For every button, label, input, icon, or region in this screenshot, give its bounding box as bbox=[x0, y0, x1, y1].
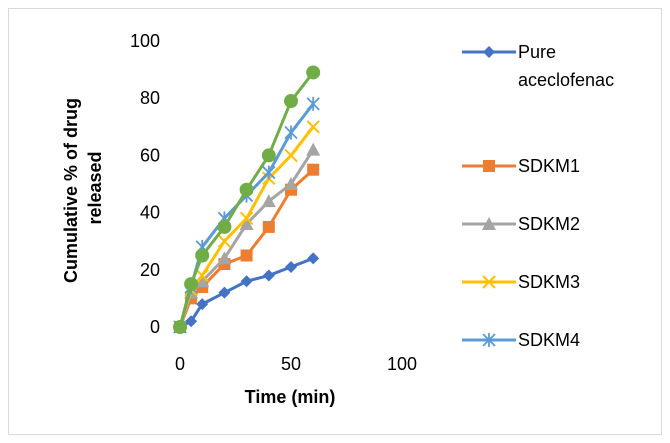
data-point bbox=[306, 142, 321, 156]
data-point bbox=[239, 182, 254, 197]
x-tick-label: 0 bbox=[175, 354, 185, 374]
x-tick-label: 100 bbox=[387, 354, 417, 374]
data-point bbox=[217, 234, 232, 248]
y-tick-labels: 0 20 40 60 80 100 bbox=[130, 31, 160, 337]
y-axis-title-line-2: released bbox=[85, 151, 105, 224]
data-point bbox=[261, 148, 276, 163]
data-point bbox=[195, 274, 210, 288]
series-sdkm2 bbox=[173, 142, 321, 333]
data-point bbox=[307, 252, 320, 265]
y-tick-label: 60 bbox=[140, 145, 160, 165]
data-point bbox=[482, 333, 496, 347]
data-point bbox=[285, 260, 297, 273]
legend-label-line: SDKM1 bbox=[518, 156, 580, 176]
data-point bbox=[483, 46, 495, 58]
x-tick-label: 50 bbox=[281, 354, 301, 374]
data-point bbox=[184, 277, 199, 292]
data-point bbox=[284, 148, 298, 163]
data-point bbox=[218, 286, 231, 299]
legend-label: Pure aceclofenac bbox=[518, 42, 614, 90]
legend-entry: SDKM3 bbox=[462, 272, 580, 292]
series-unnamed-5 bbox=[173, 65, 321, 334]
y-tick-label: 40 bbox=[140, 203, 160, 223]
legend-label: SDKM3 bbox=[518, 272, 580, 292]
legend: Pure aceclofenac SDKM1 SDKM2 SDKM3 SDKM4 bbox=[462, 42, 614, 350]
data-point bbox=[262, 220, 275, 233]
x-tick-labels: 0 50 100 bbox=[175, 354, 417, 374]
chart-frame bbox=[8, 8, 662, 435]
legend-entry: SDKM2 bbox=[462, 214, 580, 234]
y-tick-label: 20 bbox=[140, 260, 160, 280]
data-point bbox=[284, 94, 298, 109]
series-layer bbox=[173, 65, 321, 334]
legend-label: SDKM1 bbox=[518, 156, 580, 176]
data-point bbox=[185, 315, 198, 328]
data-point bbox=[196, 298, 209, 311]
data-point bbox=[217, 219, 232, 234]
data-point bbox=[240, 249, 253, 262]
legend-label-line: SDKM3 bbox=[518, 272, 580, 292]
data-point bbox=[195, 268, 209, 283]
y-tick-label: 100 bbox=[130, 31, 160, 51]
y-tick-label: 0 bbox=[150, 317, 160, 337]
data-point bbox=[217, 251, 232, 265]
data-point bbox=[482, 275, 496, 289]
data-point bbox=[284, 177, 298, 190]
series-pure-aceclofenac bbox=[174, 252, 320, 333]
x-axis-title: Time (min) bbox=[245, 387, 336, 407]
legend-label-line: aceclofenac bbox=[518, 70, 614, 90]
data-point bbox=[240, 275, 253, 288]
data-point bbox=[307, 163, 320, 176]
legend-entry: SDKM4 bbox=[462, 330, 580, 350]
data-point bbox=[306, 96, 320, 111]
data-point bbox=[195, 248, 210, 263]
legend-label-line: SDKM4 bbox=[518, 330, 580, 350]
data-point bbox=[284, 125, 298, 140]
data-point bbox=[482, 217, 496, 230]
data-point bbox=[239, 217, 254, 231]
y-tick-label: 80 bbox=[140, 88, 160, 108]
y-axis-title-line-1: Cumulative % of drug bbox=[61, 98, 81, 283]
data-point bbox=[239, 211, 254, 226]
legend-label-line: Pure bbox=[518, 42, 556, 62]
y-axis-title: Cumulative % of drug released bbox=[61, 93, 105, 283]
legend-entry: Pure aceclofenac bbox=[462, 42, 614, 90]
legend-label: SDKM4 bbox=[518, 330, 580, 350]
data-point bbox=[306, 120, 320, 134]
data-point bbox=[261, 194, 276, 208]
data-point bbox=[262, 269, 275, 282]
data-point bbox=[262, 165, 276, 180]
legend-entry: SDKM1 bbox=[462, 156, 580, 176]
data-point bbox=[306, 65, 321, 80]
legend-label: SDKM2 bbox=[518, 214, 580, 234]
legend-label-line: SDKM2 bbox=[518, 214, 580, 234]
data-point bbox=[483, 160, 495, 172]
data-point bbox=[173, 320, 187, 334]
